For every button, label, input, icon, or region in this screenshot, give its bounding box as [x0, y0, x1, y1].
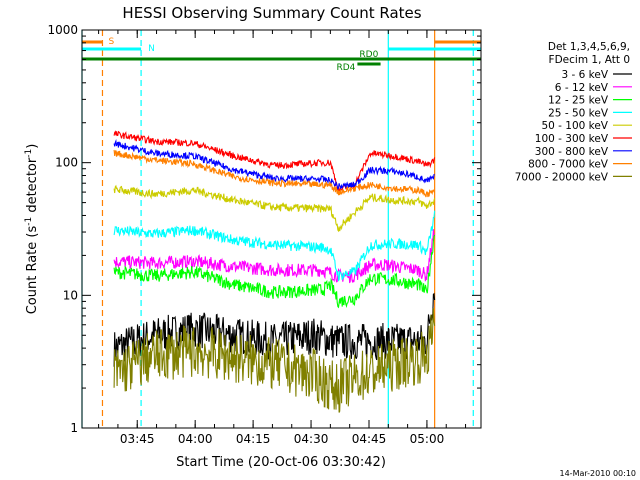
timestamp: 14-Mar-2010 00:10: [560, 469, 637, 478]
x-tick-label: 04:30: [294, 432, 329, 446]
legend: Det 1,3,4,5,6,9,FDecim 1, Att 0 3 - 6 keV…: [515, 41, 632, 183]
x-tick-label: 04:15: [236, 432, 271, 446]
annotation-label: RD4: [336, 63, 355, 73]
x-axis-label: Start Time (20-Oct-06 03:30:42): [176, 455, 386, 470]
series-line: [113, 130, 436, 194]
legend-entry: 100 - 300 keV: [535, 133, 609, 145]
series-line: [113, 149, 436, 198]
annotation-label: N: [148, 44, 155, 54]
series-line: [113, 229, 435, 284]
y-tick-label: 1000: [47, 23, 78, 37]
legend-entry: 6 - 12 keV: [555, 82, 609, 94]
series-line: [113, 139, 435, 191]
series-line: [113, 234, 436, 309]
chart-title: HESSI Observing Summary Count Rates: [122, 4, 421, 22]
y-axis-ticks: 1 10 100 1000: [47, 23, 481, 435]
annotation-label: S: [108, 37, 114, 47]
x-tick-label: 04:45: [352, 432, 387, 446]
legend-entry: 7000 - 20000 keV: [515, 171, 609, 183]
x-axis-ticks: 03:45 04:00 04:15 04:30 04:45 05:00: [98, 30, 467, 446]
x-tick-label: 03:45: [120, 432, 155, 446]
legend-entry: 3 - 6 keV: [561, 69, 608, 81]
series-line: [113, 184, 436, 233]
annotation-label: RD0: [359, 50, 378, 60]
series-lines: [113, 130, 436, 413]
legend-entry: 25 - 50 keV: [548, 107, 609, 119]
legend-header: Det 1,3,4,5,6,9,: [548, 41, 630, 53]
x-tick-label: 05:00: [410, 432, 445, 446]
legend-entry: 12 - 25 keV: [548, 95, 609, 107]
legend-entry: 800 - 7000 keV: [528, 159, 609, 171]
y-tick-label: 10: [63, 288, 78, 302]
legend-header: FDecim 1, Att 0: [549, 54, 630, 66]
series-line: [113, 210, 436, 282]
legend-entry: 50 - 100 keV: [541, 120, 608, 132]
x-tick-label: 04:00: [178, 432, 213, 446]
y-axis-label: Count Rate (s-1 detector-1): [24, 144, 40, 315]
y-tick-label: 100: [55, 156, 78, 170]
annotation-bars: S N RD0 RD4: [82, 37, 481, 73]
plot-frame: [81, 29, 482, 429]
legend-entry: 300 - 800 keV: [535, 146, 609, 158]
series-line: [113, 308, 436, 413]
y-tick-label: 1: [70, 421, 78, 435]
